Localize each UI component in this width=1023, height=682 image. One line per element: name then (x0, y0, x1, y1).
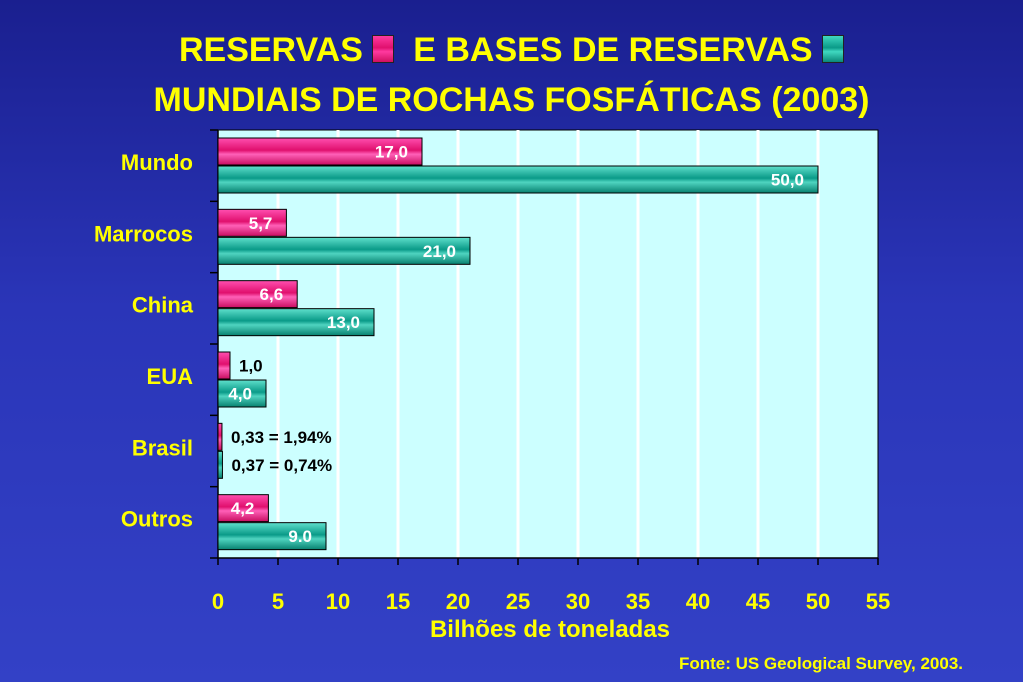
category-label: Brasil (132, 435, 193, 460)
bar-bases (217, 522, 327, 551)
category-label: Mundo (121, 150, 193, 175)
x-axis-label: Bilhões de toneladas (429, 616, 671, 643)
x-tick-label: 45 (746, 589, 770, 614)
plot-area (217, 129, 879, 559)
bar-reservas (217, 137, 423, 166)
data-label: 4,0 (228, 385, 252, 404)
x-tick-label: 0 (212, 589, 224, 614)
data-label: 5,7 (249, 214, 273, 233)
chart-title-line-2: MUNDIAIS DE ROCHAS FOSFÁTICAS (2003) (153, 81, 870, 119)
x-tick-label: 30 (566, 589, 590, 614)
x-tick-label: 25 (506, 589, 530, 614)
data-label: 17,0 (375, 143, 408, 162)
bar-bases (217, 165, 819, 194)
category-label: China (132, 293, 194, 318)
source-note: Fonte: US Geological Survey, 2003. (678, 654, 963, 673)
x-tick-label: 35 (626, 589, 650, 614)
x-tick-label: 5 (272, 589, 284, 614)
category-label: EUA (147, 364, 194, 389)
chart-title-line-1: RESERVAS E BASES DE RESERVAS (0, 30, 1023, 70)
data-label: 1,0 (239, 357, 263, 376)
bar-reservas (217, 280, 298, 309)
bar-reservas (217, 351, 231, 380)
category-label: Outros (121, 507, 193, 532)
data-label: 4,2 (231, 499, 255, 518)
data-label: 21,0 (423, 242, 456, 261)
x-tick-label: 40 (686, 589, 710, 614)
bar-bases (217, 308, 375, 337)
x-tick-label: 20 (446, 589, 470, 614)
x-tick-label: 50 (806, 589, 830, 614)
bar-bases (217, 379, 267, 408)
x-tick-label: 15 (386, 589, 410, 614)
x-tick-label: 55 (866, 589, 890, 614)
data-label: 0,37 = 0,74% (231, 456, 332, 475)
data-label: 13,0 (327, 313, 360, 332)
bar-bases (217, 450, 223, 479)
data-label: 0,33 = 1,94% (231, 428, 332, 447)
title-text-reservas: RESERVAS (178, 31, 363, 69)
bar-bases (217, 236, 471, 265)
data-label: 50,0 (771, 171, 804, 190)
data-label: 9.0 (288, 527, 312, 546)
bar-reservas (217, 494, 269, 523)
bar-reservas (217, 208, 287, 237)
category-label: Marrocos (94, 221, 193, 246)
legend-swatch-reservas (372, 35, 395, 63)
legend-swatch-bases (822, 35, 845, 63)
data-label: 6,6 (260, 285, 284, 304)
bar-reservas (217, 422, 223, 451)
x-tick-label: 10 (326, 589, 350, 614)
title-text-bases: E BASES DE RESERVAS (413, 31, 813, 69)
